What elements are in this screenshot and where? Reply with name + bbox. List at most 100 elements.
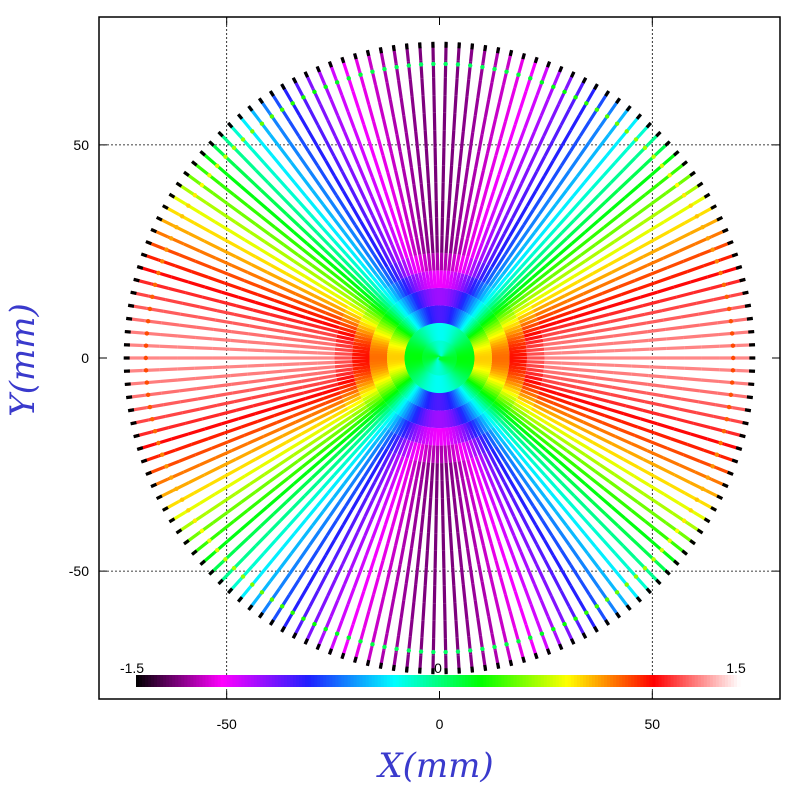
ray-segment (412, 184, 419, 203)
ray-segment (299, 344, 318, 350)
ray-segment (404, 132, 411, 151)
ray-marker (539, 80, 545, 85)
ray-segment (548, 294, 566, 305)
ray-segment (684, 366, 702, 371)
ray-segment (443, 410, 449, 428)
ray-segment (450, 444, 457, 463)
ray-end-tip (236, 596, 244, 603)
ray-segment (428, 497, 433, 516)
ray-segment (402, 583, 408, 601)
ray-segment (376, 448, 389, 466)
ray-segment (254, 480, 271, 494)
ray-segment (421, 200, 427, 219)
ray-segment (348, 531, 359, 549)
ray-segment (573, 265, 591, 278)
ray-segment (230, 380, 249, 386)
ray (438, 90, 611, 359)
ray-segment (565, 476, 581, 492)
ray-segment (508, 368, 527, 375)
ray-segment (180, 312, 199, 319)
ray-segment (511, 497, 522, 515)
ray-segment (473, 395, 488, 412)
ray-segment (310, 236, 326, 252)
ray-segment (499, 121, 507, 140)
ray-segment (695, 411, 714, 418)
ray-end-tip (199, 150, 206, 157)
ray-segment (456, 357, 475, 362)
ray-segment (219, 457, 237, 469)
ray-segment (531, 436, 547, 451)
ray-segment (352, 341, 371, 348)
colorbar-cell (329, 675, 333, 687)
ray-segment (299, 366, 318, 372)
colorbar-cell (438, 675, 442, 687)
ray-segment (580, 243, 597, 257)
colorbar-cell (320, 675, 324, 687)
ray-segment (469, 204, 478, 222)
ray-segment (232, 509, 249, 523)
ray-segment (456, 166, 462, 184)
ray-segment (699, 389, 718, 395)
ray-segment (383, 470, 394, 488)
ray-segment (540, 279, 557, 292)
ray-segment (506, 334, 525, 343)
ray-segment (481, 433, 494, 450)
colorbar-cell (721, 675, 726, 687)
ray-segment (535, 543, 547, 561)
ray-segment (495, 305, 512, 319)
ray-segment (292, 298, 310, 308)
ray-segment (540, 382, 559, 391)
ray-segment (512, 454, 526, 471)
ray-segment (517, 395, 535, 407)
ray-segment (283, 373, 301, 380)
ray-segment (631, 347, 650, 352)
ray-segment (276, 292, 294, 302)
ray-segment (453, 95, 458, 114)
ray-segment (608, 308, 627, 316)
colorbar-cell (217, 675, 222, 687)
ray-segment (468, 299, 481, 316)
ray-segment (358, 385, 377, 396)
ray-segment (424, 148, 430, 166)
ray-segment (661, 403, 680, 411)
ray-segment (549, 208, 564, 224)
ray-segment (324, 159, 336, 177)
ray-segment (477, 169, 486, 188)
ray-end-tip (130, 420, 137, 426)
ray-end-tip (268, 90, 275, 97)
ray-segment (365, 217, 377, 235)
ray-marker (516, 639, 521, 644)
ray-segment (171, 275, 189, 284)
ray-segment (356, 107, 366, 126)
ray-segment (404, 421, 414, 440)
ray-segment (340, 528, 352, 546)
ray-segment (480, 226, 490, 244)
ray-segment (266, 382, 285, 389)
ray-segment (212, 365, 230, 370)
colorbar-cell (160, 675, 164, 687)
ray-segment (616, 524, 632, 540)
ray-segment (536, 457, 551, 472)
ray-segment (584, 249, 601, 263)
ray-segment (294, 292, 313, 303)
ray-segment (492, 193, 502, 211)
ray-segment (160, 378, 179, 384)
ray-segment (254, 300, 273, 309)
ray-segment (300, 524, 314, 541)
ray-marker (528, 76, 533, 81)
ray-segment (682, 387, 701, 393)
colorbar-cell (401, 675, 406, 687)
ray-segment (378, 524, 387, 542)
ray-end-tip (744, 408, 752, 413)
ray-segment (297, 286, 315, 298)
colorbar-cell (531, 675, 536, 687)
ray-segment (309, 213, 324, 229)
ray-segment (219, 247, 237, 259)
ray-segment (568, 155, 581, 172)
colorbar-cell (573, 675, 578, 687)
ray-segment (557, 459, 574, 474)
ray-segment (461, 584, 467, 603)
ray-segment (323, 248, 339, 264)
ray-marker (145, 318, 151, 324)
ray-segment (306, 549, 319, 566)
